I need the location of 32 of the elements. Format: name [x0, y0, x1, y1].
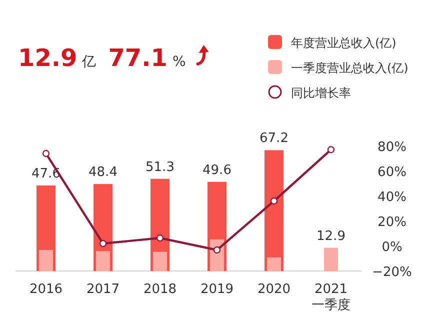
point: [156, 234, 164, 242]
bar: [267, 257, 281, 271]
y2-tick-label: 60%: [378, 165, 406, 180]
x-tick-label: 2020: [257, 282, 291, 297]
bar: [96, 251, 110, 271]
y2-tick-label: 40%: [378, 190, 406, 205]
x-tick-label: 2019: [200, 282, 234, 297]
x-tick-label: 2016: [29, 282, 63, 297]
bar: [39, 250, 53, 271]
point: [213, 246, 221, 254]
point: [327, 146, 335, 154]
legend-label: 一季度营业总收入(亿): [291, 61, 408, 75]
headline: 12.9 亿 77.1 %: [18, 44, 186, 72]
y2-tick-label: 20%: [378, 215, 406, 230]
y2-tick-label: −20%: [372, 265, 412, 280]
data-label: 51.3: [146, 160, 174, 175]
x-tick-label: 2021 一季度: [312, 282, 350, 313]
legend-label: 年度营业总收入(亿): [291, 36, 396, 50]
data-label: 12.9: [316, 228, 346, 244]
bar: [324, 248, 338, 271]
point: [42, 150, 50, 158]
point: [270, 197, 278, 205]
data-label: 67.2: [260, 131, 288, 146]
point: [99, 240, 107, 248]
data-label: 49.6: [202, 162, 232, 178]
x-tick-label: 2017: [86, 282, 120, 297]
y2-tick-label: 80%: [378, 140, 406, 155]
bar: [153, 252, 167, 271]
y2-tick-label: 0%: [382, 240, 402, 255]
legend-label: 同比增长率: [291, 86, 351, 100]
data-label: 48.4: [88, 165, 118, 180]
x-tick-label: 2018: [143, 282, 177, 297]
